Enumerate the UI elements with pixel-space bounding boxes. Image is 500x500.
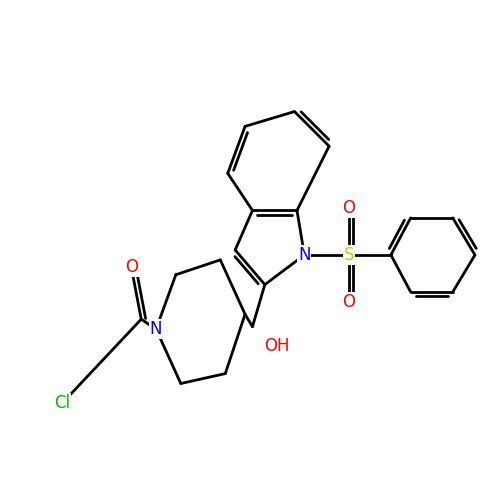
Text: O: O xyxy=(342,293,355,311)
Text: O: O xyxy=(125,258,138,276)
Text: Cl: Cl xyxy=(54,394,70,412)
Text: OH: OH xyxy=(264,338,290,355)
Text: N: N xyxy=(298,246,310,264)
Text: S: S xyxy=(344,246,354,264)
Text: N: N xyxy=(150,320,162,338)
Text: O: O xyxy=(342,199,355,217)
